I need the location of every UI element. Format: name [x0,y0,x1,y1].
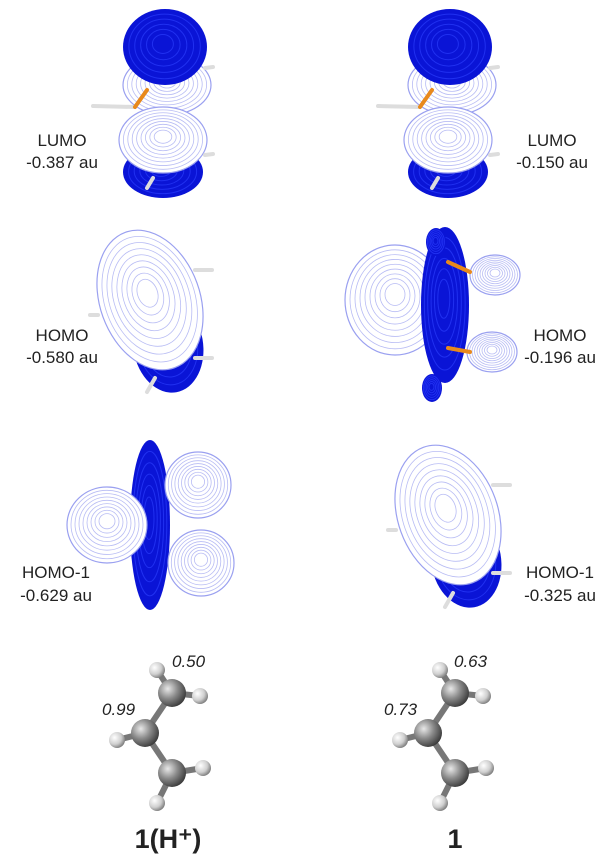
hydrogen-atom [195,760,211,776]
carbon-atom [441,679,469,707]
charge: 0.99 [102,700,136,719]
hydrogen-atom [432,795,448,811]
bond-stick [93,106,135,107]
orbital-energy: -0.629 au [20,586,92,605]
orbital-label: LUMO [37,131,86,150]
bond-stick [205,154,213,155]
charge: 0.50 [172,652,206,671]
orbital-energy: -0.196 au [524,348,596,367]
orbital-energy: -0.387 au [26,153,98,172]
bond-stick [490,67,498,68]
figure: LUMO -0.387 au HOMO -0.580 au HOMO-1 -0.… [0,0,610,866]
structure-title: 1(H⁺) [135,824,202,854]
blue-lobe [123,9,207,85]
hydrogen-atom [432,662,448,678]
carbon-atom [158,679,186,707]
carbon-atom [441,759,469,787]
orbital-energy: -0.325 au [524,586,596,605]
orbital-drawings [67,9,520,811]
hydrogen-atom [192,688,208,704]
bond-stick [490,154,498,155]
orbital-label: LUMO [527,131,576,150]
orbital-label: HOMO-1 [526,563,594,582]
bond-stick [378,106,420,107]
charge: 0.73 [384,700,418,719]
orbital-energy: -0.150 au [516,153,588,172]
blue-lobe [408,9,492,85]
orbital-label: HOMO-1 [22,563,90,582]
structure-title: 1 [447,824,462,854]
orbital-energy: -0.580 au [26,348,98,367]
orbital-label: HOMO [534,326,587,345]
hydrogen-atom [392,732,408,748]
carbon-atom [414,719,442,747]
hydrogen-atom [149,795,165,811]
orbital-label: HOMO [36,326,89,345]
hydrogen-atom [149,662,165,678]
bond-stick [205,67,213,68]
charge: 0.63 [454,652,488,671]
hydrogen-atom [109,732,125,748]
hydrogen-atom [478,760,494,776]
hydrogen-atom [475,688,491,704]
carbon-atom [158,759,186,787]
carbon-atom [131,719,159,747]
